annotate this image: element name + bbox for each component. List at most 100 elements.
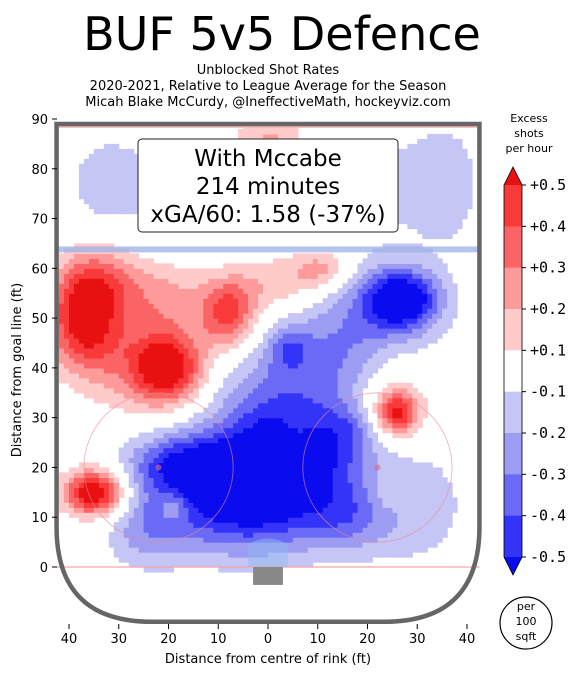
heat-cell [342,382,349,389]
heat-cell [258,437,264,444]
heat-cell [442,502,448,508]
heat-cell [133,552,140,558]
heat-cell [138,467,145,474]
heat-cell [64,268,70,274]
heat-cell [272,333,279,339]
heat-cell [213,303,219,309]
heat-cell [302,507,309,513]
heat-cell [228,273,234,279]
heat-cell [392,402,398,409]
heat-cell [342,417,349,424]
heat-cell [93,283,100,289]
heat-cell [297,372,304,379]
heat-cell [133,173,140,180]
heat-cell [407,253,413,259]
heat-cell [432,333,438,339]
heat-cell [277,387,284,394]
heat-cell [103,288,110,294]
heat-cell [372,318,379,324]
heat-cell [143,283,150,289]
heat-cell [292,313,299,319]
heat-cell [327,472,334,478]
heat-cell [437,487,443,493]
heat-cell [362,283,369,289]
heat-cell [392,502,398,508]
heat-cell [322,392,329,399]
heat-cell [292,133,299,140]
heat-cell [108,347,115,354]
heat-cell [228,313,234,319]
heat-cell [292,288,299,294]
heat-cell [73,352,80,359]
heat-cell [367,278,374,284]
heat-cell [427,283,433,289]
heat-cell [238,328,244,334]
heat-cell [287,477,294,483]
heat-cell [133,258,140,264]
heat-cell [223,392,229,399]
heat-cell [183,362,189,369]
heat-cell [228,462,234,469]
heat-cell [407,218,413,225]
heat-cell [198,507,204,513]
heat-cell [372,407,379,414]
heat-cell [437,173,443,180]
heat-cell [73,298,80,304]
heat-cell [103,313,110,319]
heat-cell [362,542,369,548]
heat-cell [233,547,239,553]
heat-cell [432,228,438,235]
heat-cell [233,542,239,548]
heat-cell [188,562,194,568]
heat-cell [168,507,175,513]
heat-cell [158,377,165,384]
heat-cell [332,427,339,434]
heat-cell [397,492,403,498]
heat-cell [407,268,413,274]
heat-cell [243,387,249,394]
heat-cell [148,527,155,533]
heat-cell [342,447,349,454]
heat-cell [337,522,344,528]
heat-cell [342,552,349,558]
heat-cell [317,482,324,488]
heat-cell [118,323,125,329]
heat-cell [113,298,120,304]
heat-cell [437,263,443,269]
heat-cell [402,338,408,344]
heat-cell [392,298,398,304]
heat-cell [108,402,115,409]
heat-cell [203,372,209,379]
heat-cell [272,372,279,379]
heat-cell [213,482,219,488]
heat-cell [203,323,209,329]
heat-cell [427,507,433,513]
heat-cell [392,258,398,264]
heat-cell [272,502,279,508]
heat-cell [78,343,85,349]
heat-cell [322,402,329,409]
heat-cell [427,203,433,210]
heat-cell [397,298,403,304]
heat-cell [128,352,135,359]
heat-cell [128,178,135,185]
heat-cell [83,158,90,165]
heat-cell [307,452,314,459]
heat-cell [367,323,374,329]
heat-cell [158,268,165,274]
heat-cell [69,318,75,324]
heat-cell [173,442,180,449]
heat-cell [78,512,85,518]
heat-cell [412,268,418,274]
heat-cell [128,362,135,369]
heat-cell [377,547,384,553]
heat-cell [432,263,438,269]
heat-cell [123,402,130,409]
heat-cell [377,512,384,518]
heat-cell [302,417,309,424]
heat-cell [88,183,95,190]
heat-cell [198,417,204,424]
heat-cell [158,367,165,374]
heat-cell [407,308,413,314]
heat-cell [263,517,269,523]
